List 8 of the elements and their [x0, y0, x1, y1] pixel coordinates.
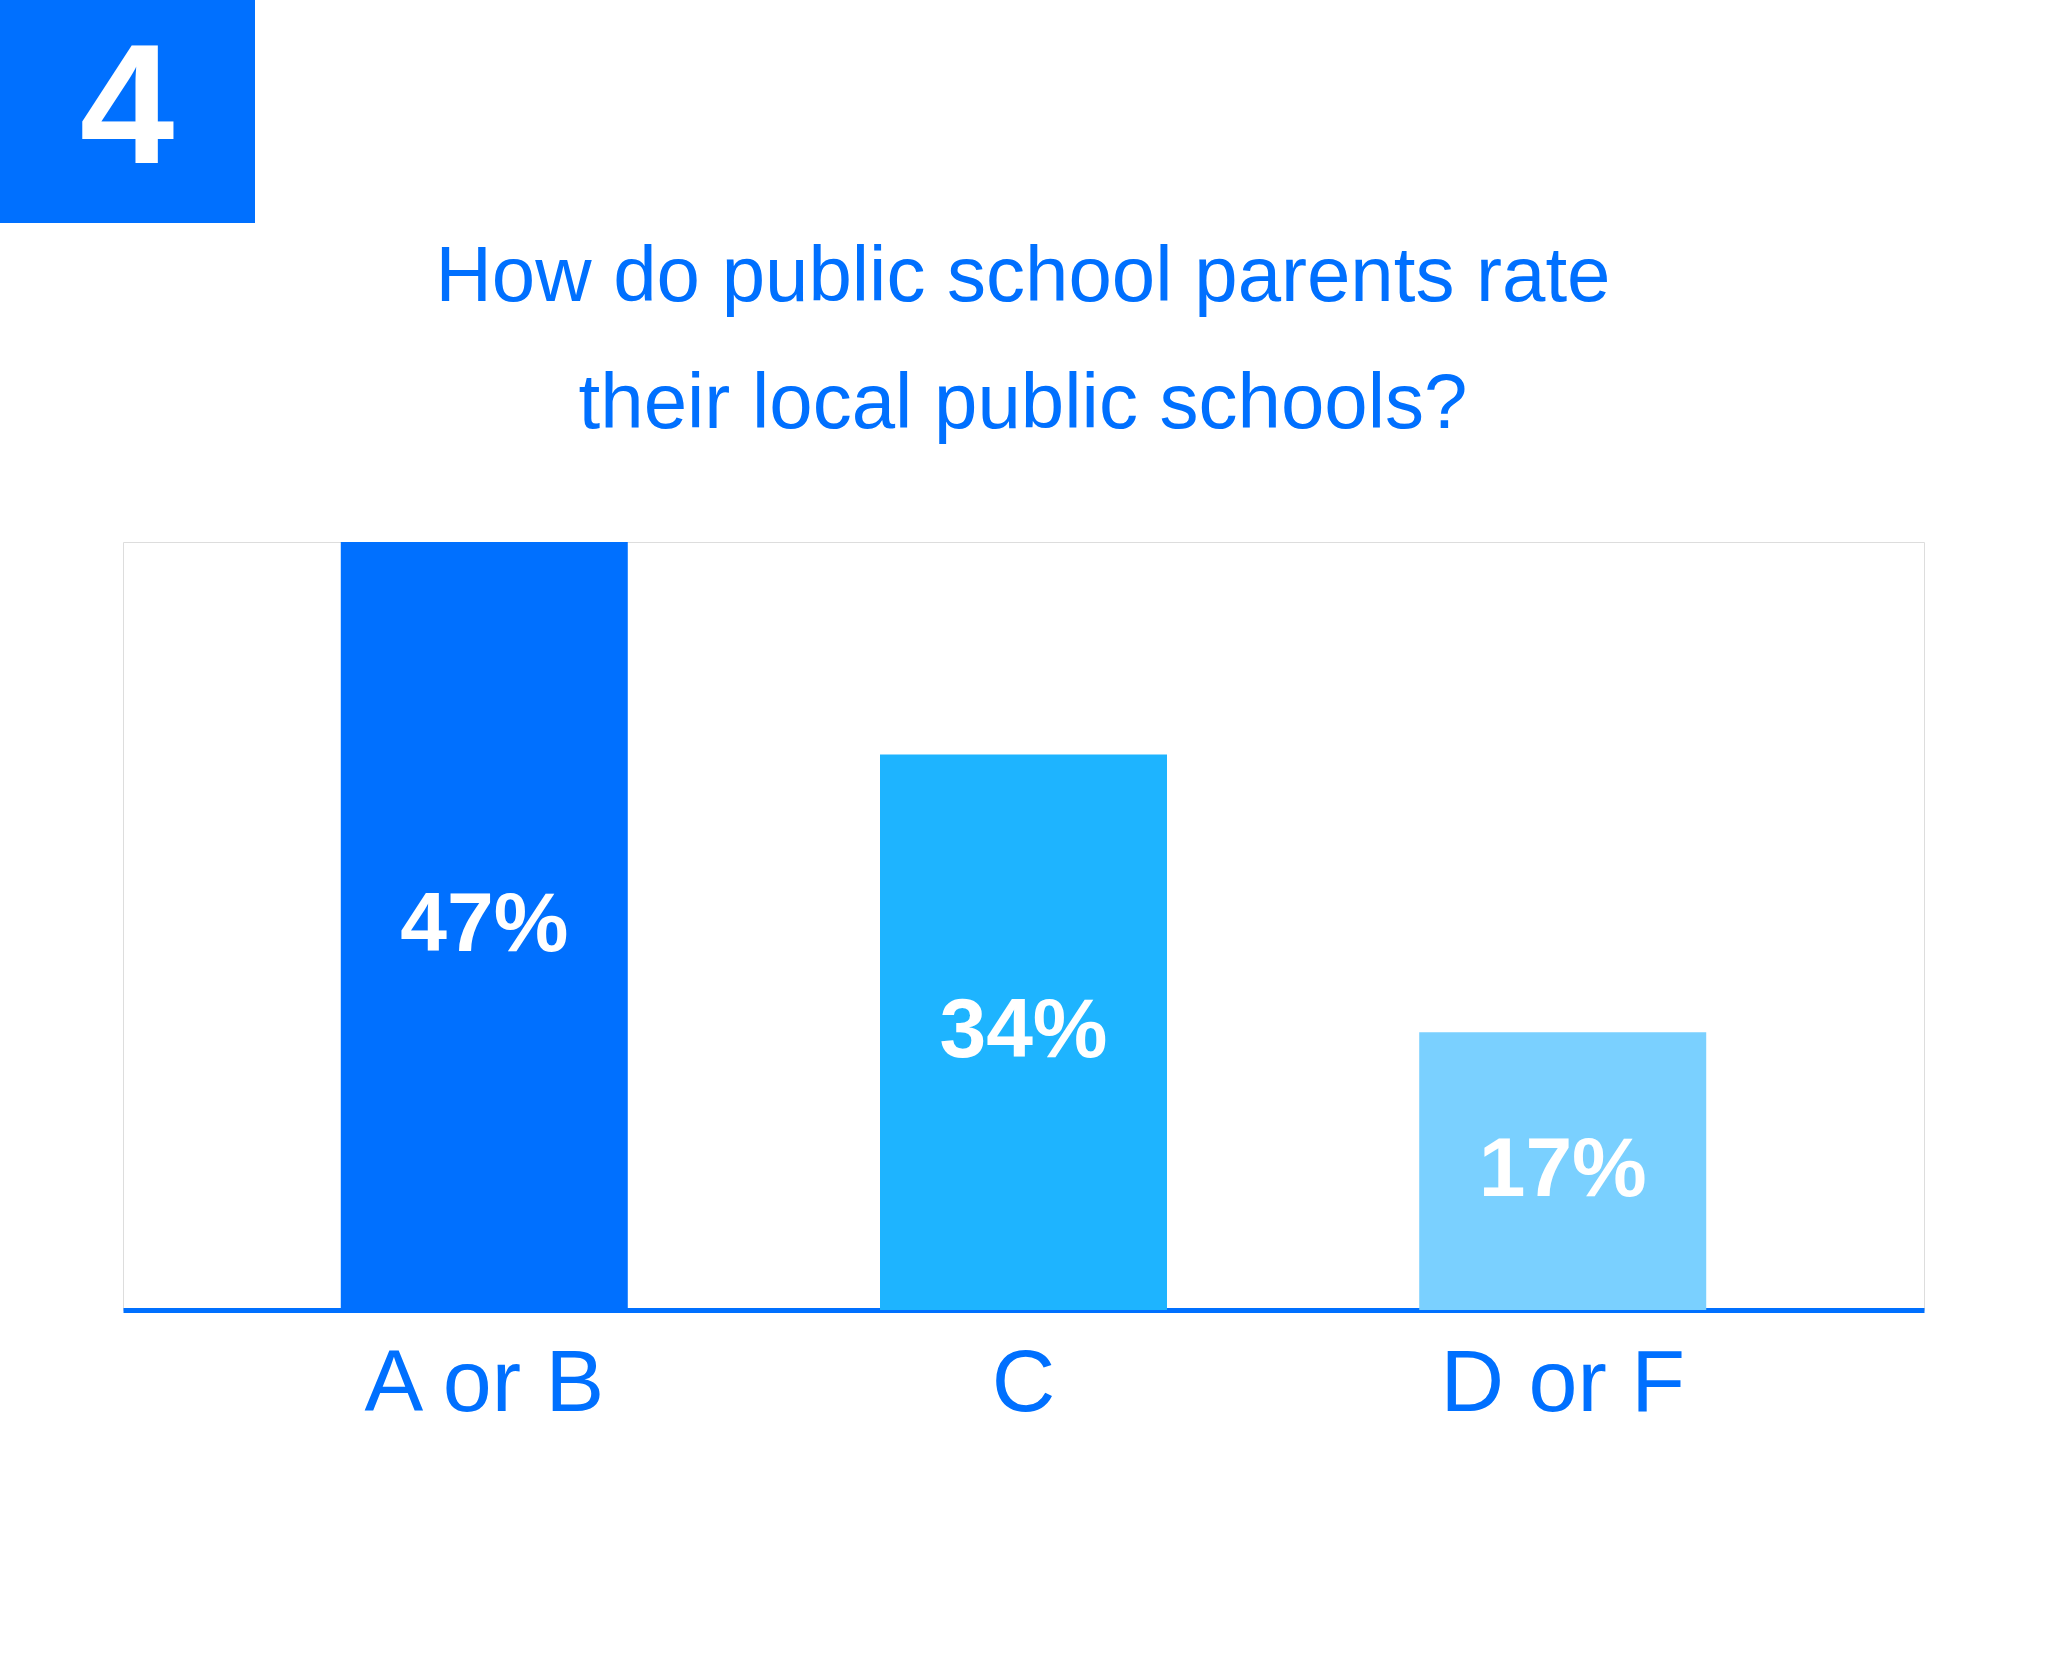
text: 4: [79, 9, 175, 199]
x-tick-label: D or F: [1440, 1330, 1685, 1430]
x-tick-label: C: [991, 1330, 1056, 1430]
x-tick-label: A or B: [364, 1330, 605, 1430]
data-label: 47%: [400, 875, 569, 969]
chart-title: How do public school parents rate their local public schools?: [435, 230, 1611, 445]
data-label: 34%: [939, 981, 1108, 1076]
data-label: 17%: [1478, 1120, 1647, 1215]
